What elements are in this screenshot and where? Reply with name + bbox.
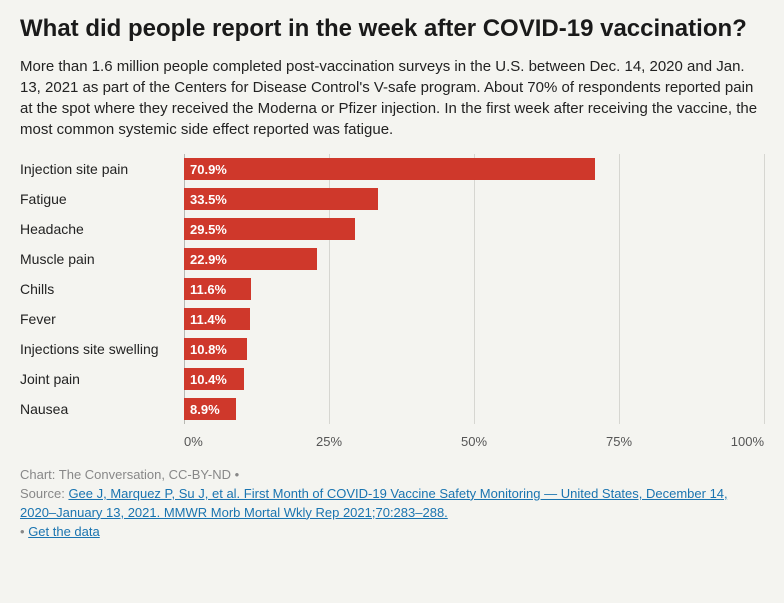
bar-category-label: Fever [20,311,184,327]
bar-fill: 8.9% [184,398,236,420]
bar-fill: 10.8% [184,338,247,360]
bar-fill: 33.5% [184,188,378,210]
bar-category-label: Headache [20,221,184,237]
bar-fill: 29.5% [184,218,355,240]
axis-tick-label: 0% [184,434,203,449]
bar-category-label: Joint pain [20,371,184,387]
gridline [764,154,765,424]
bar-row: Fatigue33.5% [20,184,764,214]
source-label: Source: [20,486,65,501]
bar-fill: 11.4% [184,308,250,330]
source-link[interactable]: Gee J, Marquez P, Su J, et al. First Mon… [20,486,728,520]
bar-category-label: Muscle pain [20,251,184,267]
bar-category-label: Fatigue [20,191,184,207]
chart-area: Injection site pain70.9%Fatigue33.5%Head… [20,154,764,450]
bar-track: 33.5% [184,188,764,210]
bar-track: 10.8% [184,338,764,360]
bar-fill: 22.9% [184,248,317,270]
bar-row: Injections site swelling10.8% [20,334,764,364]
bar-fill: 10.4% [184,368,244,390]
bar-row: Muscle pain22.9% [20,244,764,274]
bar-category-label: Chills [20,281,184,297]
bar-track: 10.4% [184,368,764,390]
bar-track: 22.9% [184,248,764,270]
chart-footer: Chart: The Conversation, CC-BY-ND • Sour… [20,466,764,541]
axis-tick-label: 100% [731,434,764,449]
bullet-icon: • [20,524,25,539]
bar-row: Joint pain10.4% [20,364,764,394]
bar-category-label: Nausea [20,401,184,417]
bar-row: Injection site pain70.9% [20,154,764,184]
bar-fill: 11.6% [184,278,251,300]
axis-tick-label: 25% [316,434,342,449]
bar-category-label: Injections site swelling [20,341,184,357]
bar-fill: 70.9% [184,158,595,180]
bar-track: 70.9% [184,158,764,180]
get-data-link[interactable]: Get the data [28,524,100,539]
bar-row: Chills11.6% [20,274,764,304]
chart-credit: Chart: The Conversation, CC-BY-ND [20,467,231,482]
bullet-icon: • [235,467,240,482]
bar-row: Nausea8.9% [20,394,764,424]
bar-track: 11.4% [184,308,764,330]
bar-row: Fever11.4% [20,304,764,334]
axis-tick-label: 75% [606,434,632,449]
bars-container: Injection site pain70.9%Fatigue33.5%Head… [20,154,764,424]
bar-row: Headache29.5% [20,214,764,244]
bar-track: 11.6% [184,278,764,300]
bar-track: 8.9% [184,398,764,420]
chart-title: What did people report in the week after… [20,14,764,44]
bar-category-label: Injection site pain [20,161,184,177]
bar-track: 29.5% [184,218,764,240]
x-axis: 0% 25% 50% 75% 100% [184,430,764,450]
chart-description: More than 1.6 million people completed p… [20,56,764,140]
axis-tick-label: 50% [461,434,487,449]
